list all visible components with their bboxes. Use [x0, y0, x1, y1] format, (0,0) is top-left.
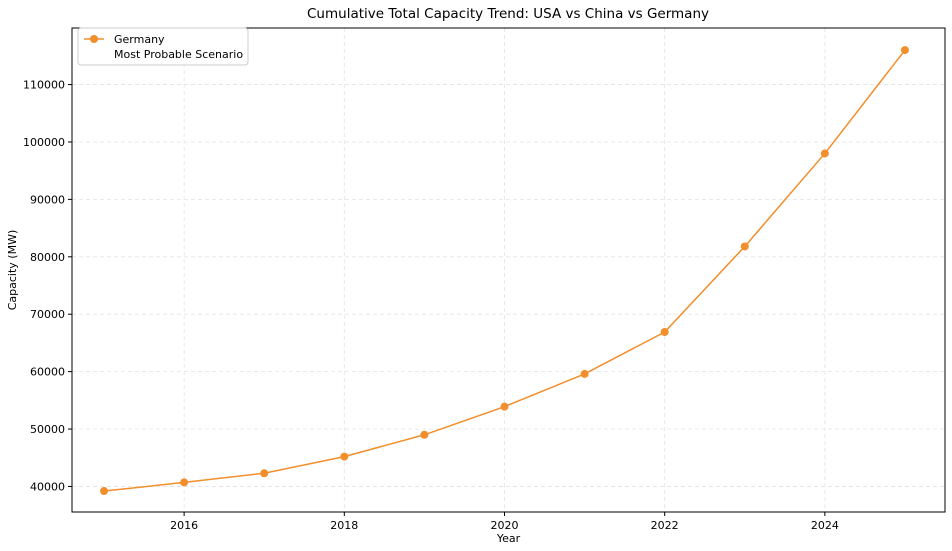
legend-box: [77, 27, 249, 66]
x-axis: 2016 2018 2020 2022 2024: [170, 512, 839, 532]
legend-entry-germany: Germany: [114, 33, 165, 46]
y-tick-label: 100000: [23, 136, 65, 149]
x-tick-label: 2020: [490, 519, 518, 532]
x-tick-label: 2018: [330, 519, 358, 532]
x-tick-label: 2022: [651, 519, 679, 532]
data-point: [580, 369, 589, 378]
y-tick-label: 50000: [30, 423, 65, 436]
y-tick-label: 90000: [30, 193, 65, 206]
data-point: [100, 487, 109, 496]
y-axis-label: Capacity (MW): [6, 230, 19, 311]
data-point: [660, 328, 669, 337]
data-point: [420, 430, 429, 439]
legend-entry-scenario: Most Probable Scenario: [114, 48, 243, 61]
y-tick-label: 40000: [30, 480, 65, 493]
data-point: [180, 478, 189, 487]
plot-frame: [71, 27, 946, 513]
x-tick-label: 2016: [170, 519, 198, 532]
legend: Germany Most Probable Scenario: [77, 27, 249, 66]
grid-lines: [72, 28, 945, 512]
data-point: [900, 46, 909, 55]
data-point: [340, 452, 349, 461]
y-tick-label: 80000: [30, 251, 65, 264]
x-tick-label: 2024: [811, 519, 839, 532]
y-tick-label: 70000: [30, 308, 65, 321]
data-point: [820, 149, 829, 158]
chart-title: Cumulative Total Capacity Trend: USA vs …: [307, 6, 709, 22]
y-axis: 40000 50000 60000 70000 80000 90000 100000 1100…: [23, 79, 72, 493]
legend-germany-marker: [90, 35, 98, 43]
series-line-germany: [103, 49, 906, 492]
data-point: [500, 402, 509, 411]
y-tick-label: 60000: [30, 366, 65, 379]
x-axis-label: Year: [496, 532, 521, 545]
y-tick-label: 110000: [23, 79, 65, 92]
data-point: [260, 469, 269, 478]
data-point: [740, 242, 749, 251]
series-layer: [100, 46, 909, 496]
